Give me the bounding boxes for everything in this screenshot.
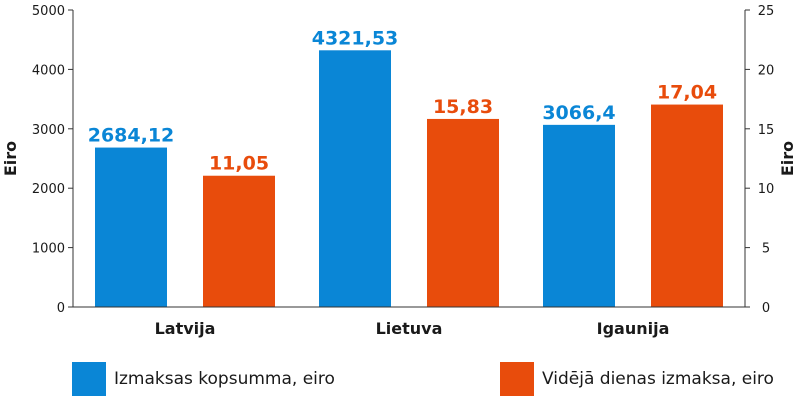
- legend-label-series-2: Vidējā dienas izmaksa, eiro: [542, 369, 774, 389]
- data-label-1-latvija: 2684,12: [88, 125, 175, 147]
- legend-item-series-2: Vidējā dienas izmaksa, eiro: [500, 362, 774, 396]
- category-label-latvija: Latvija: [155, 319, 216, 338]
- category-label-igaunija: Igaunija: [597, 319, 670, 338]
- data-label-2-lietuva: 15,83: [433, 96, 493, 118]
- bar-2-lietuva: [427, 118, 499, 307]
- y-tick-label-right: 15: [758, 123, 775, 138]
- y-tick-label-right: 10: [758, 182, 775, 197]
- y-tick-label-right: 25: [758, 4, 775, 19]
- bar-2-latvija: [203, 175, 275, 307]
- y-tick-label-right: 20: [758, 63, 775, 78]
- bar-2-igaunija: [651, 104, 723, 308]
- legend-item-series-1: Izmaksas kopsumma, eiro: [72, 362, 335, 396]
- data-label-1-igaunija: 3066,4: [542, 102, 615, 124]
- y-tick-label-left: 4000: [32, 63, 65, 78]
- data-label-2-latvija: 11,05: [209, 153, 269, 175]
- y-tick-label-right: 0: [762, 301, 770, 316]
- bar-1-latvija: [95, 147, 167, 307]
- y-axis-title-left: Eiro: [1, 141, 20, 176]
- y-tick-label-left: 5000: [32, 4, 65, 19]
- legend-label-series-1: Izmaksas kopsumma, eiro: [114, 369, 335, 389]
- y-tick-label-left: 3000: [32, 123, 65, 138]
- y-tick-label-left: 0: [57, 301, 65, 316]
- legend-swatch-series-2: [500, 362, 534, 396]
- y-tick-label-left: 2000: [32, 182, 65, 197]
- data-label-2-igaunija: 17,04: [657, 82, 717, 104]
- data-label-1-lietuva: 4321,53: [312, 27, 399, 49]
- bar-1-igaunija: [543, 124, 615, 308]
- y-tick-label-right: 5: [762, 242, 770, 257]
- y-axis-title-right: Eiro: [778, 141, 797, 176]
- y-tick-label-left: 1000: [32, 242, 65, 257]
- legend-swatch-series-1: [72, 362, 106, 396]
- category-label-lietuva: Lietuva: [376, 319, 443, 338]
- bar-1-lietuva: [319, 50, 391, 307]
